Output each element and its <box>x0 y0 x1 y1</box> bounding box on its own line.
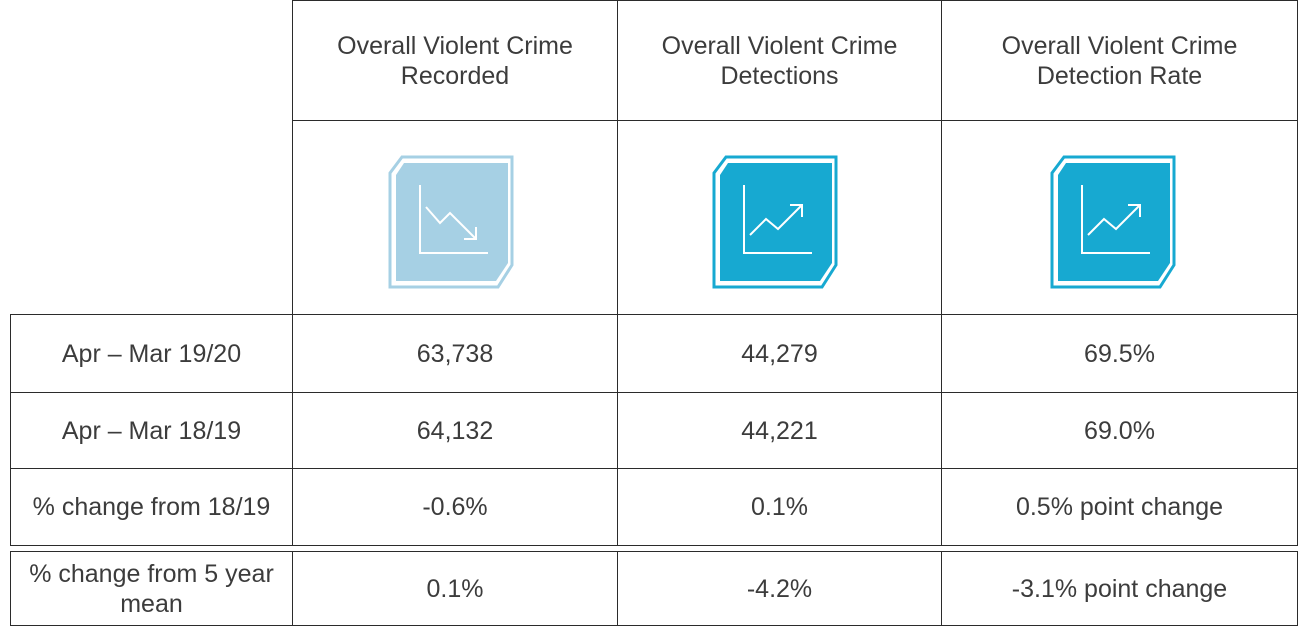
data-cell: 0.1% <box>292 551 618 626</box>
icon-trend-up <box>712 155 838 289</box>
data-cell: 69.0% <box>941 392 1298 469</box>
data-cell: 44,221 <box>617 392 942 469</box>
data-cell: 64,132 <box>292 392 618 469</box>
data-cell: 63,738 <box>292 314 618 393</box>
icon-trend-down <box>388 155 514 289</box>
row-label: % change from 18/19 <box>10 468 293 546</box>
data-cell: 69.5% <box>941 314 1298 393</box>
row-label: Apr – Mar 19/20 <box>10 314 293 393</box>
data-cell: 44,279 <box>617 314 942 393</box>
row-label: % change from 5 year mean <box>10 551 293 626</box>
icon-trend-up <box>1050 155 1176 289</box>
data-cell: 0.1% <box>617 468 942 546</box>
data-cell: -0.6% <box>292 468 618 546</box>
data-cell: -3.1% point change <box>941 551 1298 626</box>
header-cell: Overall Violent Crime Detection Rate <box>941 0 1298 121</box>
header-cell: Overall Violent Crime Detections <box>617 0 942 121</box>
row-label: Apr – Mar 18/19 <box>10 392 293 469</box>
data-cell: 0.5% point change <box>941 468 1298 546</box>
header-cell: Overall Violent Crime Recorded <box>292 0 618 121</box>
data-cell: -4.2% <box>617 551 942 626</box>
